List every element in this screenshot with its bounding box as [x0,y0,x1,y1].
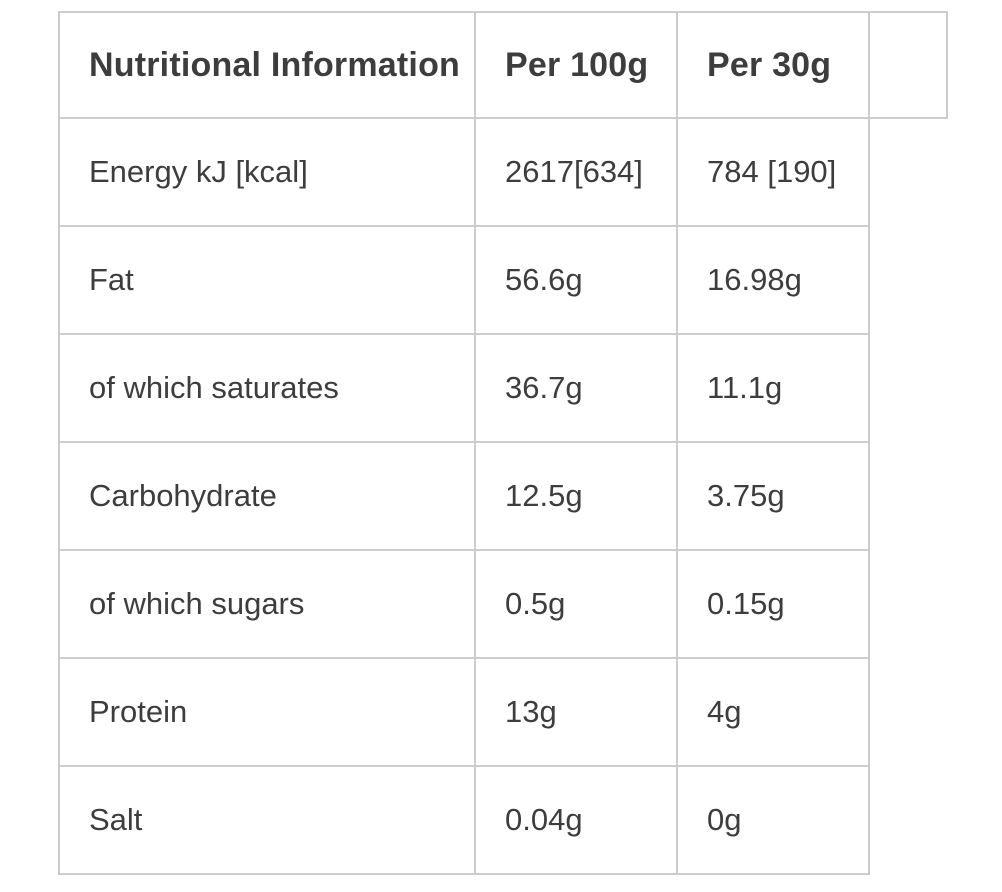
value-per-30g: 3.75g [676,441,870,551]
header-per-30g: Per 30g [676,11,870,119]
row-energy: Energy kJ [kcal] 2617[634] 784 [190] [58,117,947,227]
nutrient-label: Salt [58,765,476,875]
nutrient-label: Carbohydrate [58,441,476,551]
value-per-30g: 11.1g [676,333,870,443]
nutrient-label: of which saturates [58,333,476,443]
value-per-30g: 0g [676,765,870,875]
nutrient-label: Protein [58,657,476,767]
nutrition-table: Nutritional Information Per 100g Per 30g… [58,11,948,875]
row-salt: Salt 0.04g 0g [58,765,947,875]
value-per-100g: 2617[634] [474,117,678,227]
header-per-100g: Per 100g [474,11,678,119]
row-sugars: of which sugars 0.5g 0.15g [58,549,947,659]
nutrient-label: Energy kJ [kcal] [58,117,476,227]
row-carbohydrate: Carbohydrate 12.5g 3.75g [58,441,947,551]
value-per-100g: 36.7g [474,333,678,443]
row-saturates: of which saturates 36.7g 11.1g [58,333,947,443]
header-nutritional-information: Nutritional Information [58,11,476,119]
value-per-30g: 784 [190] [676,117,870,227]
value-per-100g: 13g [474,657,678,767]
value-per-30g: 4g [676,657,870,767]
empty-spacer-cell [868,11,948,119]
nutrition-table-header-row: Nutritional Information Per 100g Per 30g [58,11,948,119]
value-per-100g: 0.5g [474,549,678,659]
value-per-100g: 12.5g [474,441,678,551]
row-fat: Fat 56.6g 16.98g [58,225,947,335]
value-per-100g: 0.04g [474,765,678,875]
nutrient-label: Fat [58,225,476,335]
value-per-100g: 56.6g [474,225,678,335]
value-per-30g: 16.98g [676,225,870,335]
row-protein: Protein 13g 4g [58,657,947,767]
value-per-30g: 0.15g [676,549,870,659]
nutrient-label: of which sugars [58,549,476,659]
